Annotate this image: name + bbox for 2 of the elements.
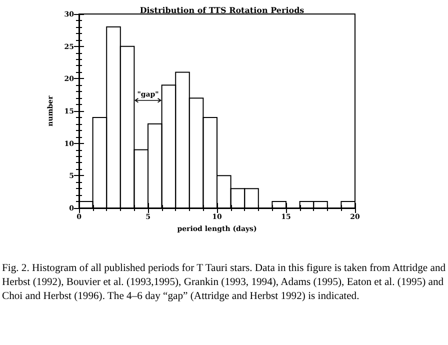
chart-title: Distribution of TTS Rotation Periods (140, 5, 305, 15)
caption: Fig. 2. Histogram of all published periods for T Tauri stars. Data in this figure is taken from Attridge and Herbst (1992), Bouvier et al. (1993,1995), Grankin (1993, 1994), Adams (1995), Eaton et al. (1995) and Choi and Herbst (1996). The 4–6 day “gap” (Attridge and Herbst 1992) is indicated. (2, 262, 446, 304)
